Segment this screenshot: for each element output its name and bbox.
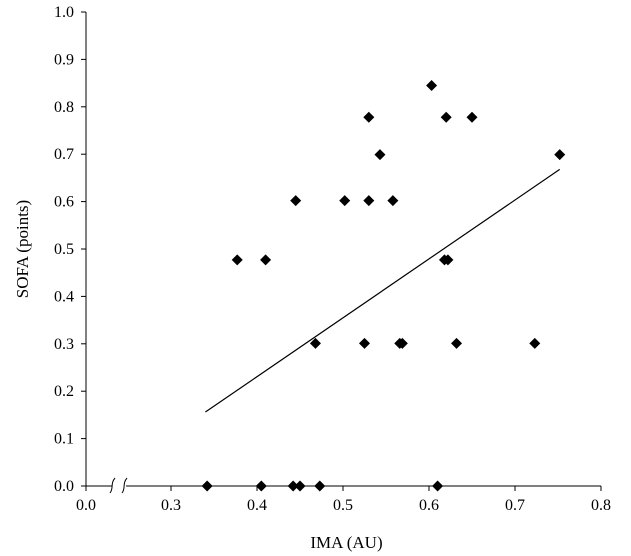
y-axis: 0.0 0.1 0.2 0.3 0.4 0.5 0.6 0.7 0.8 0.9 1.0 [54,4,87,495]
data-point [290,195,302,207]
data-point [294,480,306,492]
axis-break-stroke [121,477,128,494]
x-axis-title: IMA (AU) [310,533,382,552]
data-point [374,149,386,161]
y-tick-group: 0.0 0.1 0.2 0.3 0.4 0.5 0.6 0.7 0.8 0.9 1.0 [54,4,86,495]
data-point [359,337,370,349]
x-axis: 0.0 0.3 0.4 0.5 0.6 0.7 0.8 [76,477,611,514]
data-points [201,79,566,492]
x-tick-label: 0.5 [333,497,353,514]
data-point [396,337,408,349]
x-tick-label: 0.0 [76,497,96,514]
x-axis-break-marker [109,477,128,494]
axis-break-stroke [109,477,116,494]
data-point [201,480,213,492]
data-point [314,480,326,492]
y-axis-title: SOFA (points) [13,200,32,298]
x-tick-label: 0.8 [591,497,611,514]
x-tick-label: 0.4 [247,497,267,514]
y-tick-label: 1.0 [54,4,74,21]
data-point [426,79,438,91]
data-point [363,195,375,207]
data-point [287,480,299,492]
y-tick-label: 0.3 [54,336,74,353]
data-point [339,195,351,207]
y-tick-label: 0.8 [54,99,74,116]
data-point [363,111,375,123]
data-point [387,195,399,207]
data-point [440,111,452,123]
x-tick-label: 0.7 [505,497,525,514]
x-tick-group: 0.0 0.3 0.4 0.5 0.6 0.7 0.8 [76,486,611,514]
y-tick-label: 0.1 [54,431,74,448]
y-tick-label: 0.2 [54,383,74,400]
y-tick-label: 0.7 [54,146,74,163]
y-tick-label: 0.0 [54,478,74,495]
data-point [442,254,454,266]
x-tick-label: 0.6 [419,497,439,514]
data-point [554,149,566,161]
data-point [529,337,541,349]
y-tick-label: 0.5 [54,241,74,258]
y-tick-label: 0.4 [54,288,74,305]
data-point [260,254,272,266]
data-point [466,111,478,123]
y-tick-label: 0.6 [54,194,74,211]
y-tick-label: 0.9 [54,51,74,68]
x-tick-label: 0.3 [161,497,181,514]
trend-line [205,168,561,413]
data-point [231,254,243,266]
data-point [255,480,267,492]
data-point [309,337,321,349]
data-point [451,337,463,349]
data-point [432,480,444,492]
